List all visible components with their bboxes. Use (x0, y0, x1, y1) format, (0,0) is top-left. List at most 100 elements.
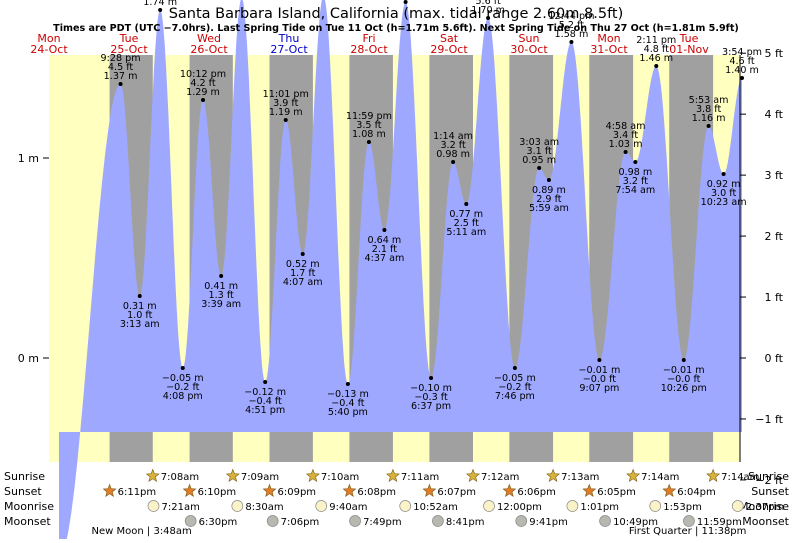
low-tide-m-label: 0.92 m (707, 179, 741, 190)
day-date-label: 26-Oct (190, 43, 228, 56)
high-tide-m-label: 1.58 m (555, 29, 589, 40)
moonset-icon (515, 515, 528, 527)
row-label-left-sunrise: Sunrise (4, 470, 45, 483)
high-tide-ft-label: 4.8 ft (644, 44, 670, 55)
low-tide-ft-label: 2.1 ft (372, 244, 398, 255)
high-tide-time-label: 11:59 pm (346, 111, 392, 122)
high-tide-point (537, 166, 542, 170)
day-name-label: Fri (362, 32, 375, 45)
high-tide-ft-label: 3.9 ft (273, 98, 299, 109)
low-tide-m-label: −0.01 m (663, 365, 705, 376)
low-tide-ft-label: −0.0 ft (667, 374, 701, 385)
low-tide-time-label: 10:26 pm (661, 383, 707, 394)
high-tide-m-label: 1.29 m (186, 87, 220, 98)
high-tide-time-label: 12:44 pm (548, 11, 594, 22)
high-tide-ft-label: 3.8 ft (696, 104, 722, 115)
high-tide-point (366, 140, 371, 144)
high-tide-m-label: 1.03 m (609, 139, 643, 150)
day-name-label: Thu (278, 32, 300, 45)
high-tide-m-label: 1.08 m (352, 129, 386, 140)
low-tide-m-label: 0.98 m (618, 167, 652, 178)
low-tide-time-label: 4:07 am (283, 277, 323, 288)
low-tide-point (512, 366, 517, 370)
chart-title: Santa Barbara Island, California (max. t… (169, 6, 624, 22)
sunset-icon (582, 483, 597, 497)
moonset-time-label: 7:49pm (363, 517, 402, 528)
low-tide-point (633, 160, 638, 164)
day-name-label: Tue (679, 32, 699, 45)
low-tide-ft-label: −0.4 ft (331, 398, 365, 409)
high-tide-point (451, 160, 456, 164)
low-tide-m-label: 0.52 m (286, 259, 320, 270)
low-tide-point (382, 228, 387, 232)
low-tide-ft-label: 2.9 ft (536, 194, 562, 205)
sunrise-time-label: 7:14am (721, 472, 759, 483)
moonset-icon (184, 515, 197, 527)
sunset-icon (662, 483, 677, 497)
low-tide-time-label: 7:54 am (615, 185, 655, 196)
row-label-right-sunset: Sunset (751, 485, 789, 498)
low-tide-point (464, 202, 469, 206)
row-label-right-moonrise: Moonrise (739, 500, 789, 513)
low-tide-time-label: 9:07 pm (579, 383, 619, 394)
moonset-time-label: 8:41pm (446, 517, 485, 528)
moonrise-icon (315, 500, 328, 512)
sunset-icon (102, 483, 117, 497)
low-tide-ft-label: 1.3 ft (209, 290, 235, 301)
low-tide-ft-label: −0.4 ft (249, 396, 283, 407)
sunset-icon (262, 483, 277, 497)
high-tide-ft-label: 3.2 ft (440, 140, 466, 151)
high-tide-ft-label: 4.2 ft (190, 78, 216, 89)
high-tide-time-label: 3:54 pm (722, 47, 762, 58)
high-tide-m-label: 0.98 m (436, 149, 470, 160)
y-axis-label-ft: 2 ft (765, 230, 784, 243)
high-tide-point (283, 118, 288, 122)
row-label-right-sunrise: Sunrise (748, 470, 789, 483)
low-tide-m-label: −0.05 m (494, 373, 536, 384)
high-tide-time-label: 3:03 am (519, 137, 559, 148)
low-tide-time-label: 5:40 pm (328, 407, 368, 418)
day-name-label: Mon (597, 32, 620, 45)
y-axis-label-m: 0 m (18, 352, 39, 365)
y-axis-label-ft: 5 ft (765, 47, 784, 60)
row-label-right-moonset: Moonset (742, 515, 789, 528)
high-tide-ft-label: 3.5 ft (356, 120, 382, 131)
moonset-time-label: 7:06pm (281, 517, 320, 528)
low-tide-time-label: 5:11 am (446, 227, 486, 238)
low-tide-point (137, 294, 142, 298)
tide-area-series (59, 0, 742, 543)
row-label-left-sunset: Sunset (4, 485, 42, 498)
sunset-time-label: 6:05pm (597, 487, 636, 498)
high-tide-point (623, 150, 628, 154)
moonset-time-label: 11:59pm (697, 517, 742, 528)
sunset-time-label: 6:11pm (118, 487, 157, 498)
sunset-time-label: 6:07pm (437, 487, 476, 498)
sunrise-icon (305, 468, 320, 482)
low-tide-m-label: −0.05 m (162, 373, 204, 384)
moonrise-time-label: 2:37pm (746, 502, 785, 513)
high-tide-point (118, 82, 123, 86)
y-axis-label-ft: 4 ft (765, 108, 784, 121)
high-tide-point (706, 124, 711, 128)
high-tide-m-label: 0.95 m (522, 155, 556, 166)
high-tide-point (740, 76, 744, 80)
sunset-time-label: 6:08pm (357, 487, 396, 498)
day-name-label: Mon (37, 32, 60, 45)
sunrise-icon (386, 468, 400, 482)
sunrise-icon (225, 468, 240, 482)
row-label-left-moonrise: Moonrise (4, 500, 54, 513)
low-tide-ft-label: 3.2 ft (623, 176, 649, 187)
high-tide-m-label: 1.37 m (104, 71, 138, 82)
sunrise-icon (145, 468, 160, 482)
sunrise-time-label: 7:10am (321, 472, 359, 483)
low-tide-m-label: −0.13 m (327, 389, 369, 400)
sunrise-time-label: 7:11am (401, 472, 439, 483)
low-tide-point (597, 358, 602, 362)
moonrise-icon (231, 500, 244, 512)
sunrise-time-label: 7:12am (481, 472, 519, 483)
low-tide-time-label: 7:46 pm (495, 391, 535, 402)
low-tide-m-label: −0.01 m (579, 365, 621, 376)
moonset-time-label: 10:49pm (613, 517, 658, 528)
sunrise-time-label: 7:08am (161, 472, 199, 483)
moonset-icon (599, 515, 611, 527)
